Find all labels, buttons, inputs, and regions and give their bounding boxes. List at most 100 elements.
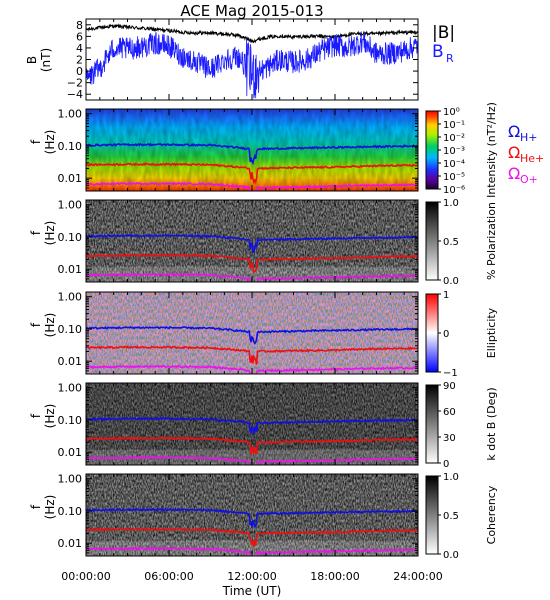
gray-texture bbox=[86, 200, 418, 282]
b-ytick-label: 6 bbox=[76, 30, 83, 43]
colorbar-tick-label: 10⁻² bbox=[443, 133, 465, 144]
b-ylabel-top: B bbox=[25, 56, 39, 64]
ytick-label: 0.10 bbox=[58, 231, 83, 244]
legend-gyro-sub: H+ bbox=[520, 131, 538, 144]
ytick-label: 1.00 bbox=[58, 382, 83, 395]
colorbar-tick-label: 1.0 bbox=[443, 198, 459, 209]
series-b-radial-line bbox=[85, 31, 419, 99]
gyro-curve-he bbox=[86, 527, 418, 547]
colorbar-tick-label: 0.0 bbox=[443, 276, 459, 287]
gyro-curve-o bbox=[86, 364, 418, 374]
colorbar-tick-label: 30 bbox=[443, 433, 456, 444]
gyro-curve-o bbox=[86, 272, 418, 282]
panel-intensity: 1.00 0.10 0.01 f (Hz) 10⁰ 10⁻¹ 10⁻² 10⁻³ 10⁻⁴ 10⁻⁵… bbox=[29, 102, 498, 198]
xtick-label: 24:00:00 bbox=[393, 570, 442, 583]
freq-ylabel-bottom: (Hz) bbox=[43, 313, 57, 338]
colorbar-label: Intensity (nT²/Hz) bbox=[485, 102, 498, 198]
legend-b-total: |B| bbox=[432, 23, 455, 43]
gyro-curve-h bbox=[86, 416, 418, 435]
b-ylabel-bottom: (nT) bbox=[39, 48, 53, 72]
gyro-curve-he bbox=[86, 345, 418, 365]
ytick-label: 0.01 bbox=[58, 446, 83, 459]
panel-polarization: 1.00 0.10 0.01 f (Hz) 1.0 0.5 0.0 % Polarization bbox=[29, 198, 498, 287]
colorbar-tick-label: 10⁻¹ bbox=[443, 120, 465, 131]
freq-ylabel-bottom: (Hz) bbox=[43, 130, 57, 155]
freq-ylabel-top: f bbox=[29, 322, 43, 327]
b-ylabel: B (nT) bbox=[25, 48, 53, 72]
xtick-label: 00:00:00 bbox=[61, 570, 110, 583]
gyro-curve-o bbox=[86, 546, 418, 556]
colorbar-label-text: Ellipticity bbox=[485, 307, 498, 358]
colorbar-tick-label: 0.0 bbox=[443, 550, 459, 561]
b-field-legend: |B|B R bbox=[432, 23, 455, 65]
xtick-label: 12:00:00 bbox=[227, 570, 276, 583]
colorbar-tick-label: 1.0 bbox=[443, 472, 459, 483]
ytick-label: 0.10 bbox=[58, 414, 83, 427]
panel-image-coherence bbox=[86, 474, 418, 556]
colorbar-tick-label: 90 bbox=[443, 381, 456, 392]
colorbar-label-text: Coherency bbox=[485, 485, 498, 544]
gyro-curve-o bbox=[86, 181, 418, 191]
ytick-label: 0.01 bbox=[58, 537, 83, 550]
ytick-label: 1.00 bbox=[58, 199, 83, 212]
ytick-label: 0.10 bbox=[58, 323, 83, 336]
panel-image-intensity bbox=[86, 109, 418, 191]
colorbar-label-text: k dot B (Deg) bbox=[485, 387, 498, 460]
colorbar-label-text: Intensity (nT²/Hz) bbox=[485, 102, 498, 198]
colorbar-label: Coherency bbox=[485, 485, 498, 544]
freq-ylabel-bottom: (Hz) bbox=[43, 495, 57, 520]
b-ytick-label: 4 bbox=[76, 42, 83, 55]
colorbar-polarization bbox=[425, 201, 439, 281]
legend-b-radial-sub: R bbox=[446, 52, 454, 65]
chart-title: ACE Mag 2015-013 bbox=[180, 2, 323, 20]
colorbar-coherence bbox=[425, 475, 439, 555]
ytick-label: 1.00 bbox=[58, 473, 83, 486]
panel-image-polarization bbox=[86, 200, 418, 282]
colorbar-intensity bbox=[425, 110, 439, 190]
freq-ylabel: f (Hz) bbox=[29, 404, 57, 429]
ytick-label: 1.00 bbox=[58, 108, 83, 121]
colorbar-label: % Polarization bbox=[485, 202, 498, 280]
freq-ylabel-bottom: (Hz) bbox=[43, 221, 57, 246]
freq-ylabel-top: f bbox=[29, 504, 43, 509]
legend-b-radial: B bbox=[432, 42, 444, 62]
freq-ylabel-top: f bbox=[29, 139, 43, 144]
gyrofrequency-legend: Ω H+Ω He+Ω O+ bbox=[508, 122, 544, 186]
legend-gyro-sub: He+ bbox=[520, 152, 544, 165]
colorbar-label-text: % Polarization bbox=[485, 202, 498, 280]
freq-ylabel-top: f bbox=[29, 230, 43, 235]
gyro-curve-he bbox=[86, 436, 418, 455]
freq-ylabel-bottom: (Hz) bbox=[43, 404, 57, 429]
freq-ylabel: f (Hz) bbox=[29, 313, 57, 338]
b-ytick-label: −2 bbox=[67, 77, 83, 90]
legend-gyro-symbol: Ω bbox=[508, 164, 520, 183]
freq-ylabel: f (Hz) bbox=[29, 130, 57, 155]
ytick-label: 0.10 bbox=[58, 505, 83, 518]
panel-kdotb: 1.00 0.10 0.01 f (Hz) 90 60 30 0 k dot B (Deg) bbox=[29, 381, 498, 470]
colorbar-tick-label: 0 bbox=[443, 329, 449, 340]
panel-ellipticity: 1.00 0.10 0.01 f (Hz) 1 0 −1 Ellipticity bbox=[29, 290, 498, 379]
ytick-label: 0.01 bbox=[58, 172, 83, 185]
colorbar-label: k dot B (Deg) bbox=[485, 387, 498, 460]
gyro-curve-h bbox=[86, 325, 418, 345]
gyro-curve-h bbox=[86, 233, 418, 254]
colorbar-tick-label: 10⁻³ bbox=[443, 146, 465, 157]
freq-ylabel-top: f bbox=[29, 413, 43, 418]
ytick-label: 0.10 bbox=[58, 140, 83, 153]
ytick-label: 0.01 bbox=[58, 263, 83, 276]
xtick-label: 18:00:00 bbox=[310, 570, 359, 583]
legend-gyro-sub: O+ bbox=[520, 173, 538, 186]
colorbar-tick-label: 60 bbox=[443, 407, 456, 418]
colorbar-tick-label: 0.5 bbox=[443, 511, 459, 522]
b-ytick-label: 2 bbox=[76, 54, 83, 67]
time-axis: 00:00:00 06:00:00 12:00:00 18:00:00 24:00:00… bbox=[61, 570, 442, 598]
colorbar-tick-label: 0 bbox=[443, 459, 449, 470]
gyro-curve-h bbox=[86, 142, 418, 166]
colorbar-tick-label: 10⁻⁵ bbox=[443, 172, 465, 183]
colorbar-tick-label: −1 bbox=[443, 368, 458, 379]
gyro-curve-he bbox=[86, 162, 418, 186]
series-b-total-line bbox=[85, 23, 419, 44]
freq-ylabel: f (Hz) bbox=[29, 495, 57, 520]
